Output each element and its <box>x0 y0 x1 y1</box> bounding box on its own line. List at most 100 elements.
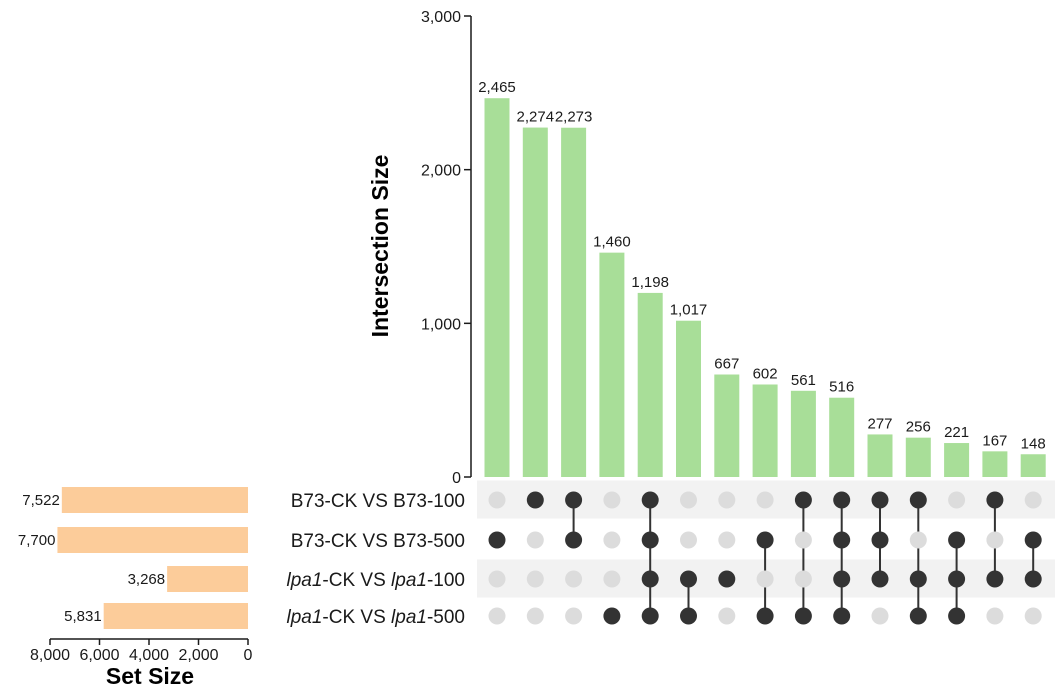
matrix-dot-active <box>526 491 544 509</box>
matrix-dot-active <box>488 531 506 549</box>
intersection-bar <box>1020 454 1046 477</box>
set-size-bar <box>61 487 248 513</box>
intersection-bar <box>484 98 510 477</box>
matrix-dot-inactive <box>680 491 697 509</box>
set-size-value-label: 7,522 <box>22 492 60 509</box>
matrix-dot-active <box>1024 570 1042 588</box>
matrix-dot-active <box>948 607 966 625</box>
intersection-axis-tick-label: 0 <box>452 470 461 487</box>
matrix-dot-inactive <box>718 531 736 549</box>
matrix-dot-inactive <box>1024 491 1042 509</box>
matrix-dot-active <box>565 531 583 549</box>
matrix-dot-inactive <box>603 491 621 509</box>
intersection-axis-title: Intersection Size <box>367 155 393 338</box>
intersection-value-label: 561 <box>791 372 816 389</box>
matrix-dot-active <box>833 491 851 509</box>
matrix-dot-active <box>833 570 851 588</box>
intersection-bar <box>790 390 816 477</box>
matrix-dot-active <box>871 531 889 549</box>
matrix-dot-active <box>680 570 697 588</box>
intersection-value-label: 2,274 <box>517 109 555 126</box>
intersection-axis-tick-label: 2,000 <box>421 163 461 180</box>
intersection-bar <box>905 437 931 477</box>
matrix-dot-active <box>794 491 812 509</box>
intersection-axis: Intersection Size 0 1,000 2,000 3,000 <box>367 9 472 487</box>
matrix-dot-inactive <box>794 570 812 588</box>
set-size-axis-tick-label: 8,000 <box>30 647 70 664</box>
set-size-axis-tick-label: 2,000 <box>178 647 218 664</box>
matrix-dot-inactive <box>565 570 583 588</box>
matrix-dot-inactive <box>526 607 544 625</box>
intersection-value-label: 167 <box>982 432 1007 449</box>
set-label: B73-CK VS B73-100 <box>291 491 465 512</box>
matrix-dot-inactive <box>909 531 927 549</box>
matrix-dot-active <box>680 607 697 625</box>
matrix-dot-active <box>986 570 1004 588</box>
matrix-dot-active <box>756 531 774 549</box>
matrix-dot-active <box>756 607 774 625</box>
matrix-dot-active <box>565 491 583 509</box>
intersection-bar <box>982 451 1008 477</box>
matrix-dot-inactive <box>526 570 544 588</box>
intersection-value-label: 1,017 <box>670 302 708 319</box>
set-size-axis: Set Size 8,000 6,000 4,000 2,000 0 <box>30 638 253 689</box>
intersection-bar <box>944 443 970 477</box>
matrix-dot-inactive <box>488 491 506 509</box>
matrix-dot-active <box>718 570 736 588</box>
intersection-bar <box>752 384 778 477</box>
intersection-value-label: 2,273 <box>555 109 593 126</box>
set-labels: B73-CK VS B73-100 B73-CK VS B73-500 lpa1-C… <box>287 491 466 628</box>
matrix-dot-inactive <box>565 607 583 625</box>
intersection-value-label: 148 <box>1021 435 1046 452</box>
set-size-axis-tick-label: 6,000 <box>79 647 119 664</box>
matrix-dot-inactive <box>948 491 966 509</box>
set-size-value-label: 7,700 <box>18 532 56 549</box>
matrix-dot-inactive <box>986 607 1004 625</box>
matrix-dot-active <box>909 491 927 509</box>
set-size-bar <box>57 527 248 553</box>
matrix-dot-inactive <box>488 607 506 625</box>
matrix-dot-active <box>603 607 621 625</box>
intersection-bar <box>599 252 625 477</box>
matrix-dot-inactive <box>603 531 621 549</box>
matrix-dot-inactive <box>986 531 1004 549</box>
intersection-value-label: 277 <box>867 415 892 432</box>
matrix-dot-active <box>1024 531 1042 549</box>
matrix-dot-inactive <box>488 570 506 588</box>
intersection-bar <box>522 127 548 477</box>
matrix-dot-inactive <box>718 607 736 625</box>
matrix-dot-inactive <box>794 531 812 549</box>
set-size-value-label: 3,268 <box>128 571 166 588</box>
matrix-dot-active <box>833 607 851 625</box>
matrix-dot-active <box>641 491 659 509</box>
set-size-bar <box>103 603 249 629</box>
intersection-value-label: 221 <box>944 424 969 441</box>
matrix-dot-inactive <box>526 531 544 549</box>
set-label: lpa1-CK VS lpa1-100 <box>287 570 466 591</box>
intersection-value-label: 667 <box>714 356 739 373</box>
intersection-value-label: 1,198 <box>631 274 669 291</box>
intersection-bar <box>867 434 893 477</box>
intersection-value-label: 256 <box>906 419 931 436</box>
matrix-dot-inactive <box>756 491 774 509</box>
matrix-dot-active <box>909 607 927 625</box>
matrix-dot-inactive <box>680 531 697 549</box>
set-size-axis-tick-label: 4,000 <box>129 647 169 664</box>
set-size-axis-title: Set Size <box>106 663 194 689</box>
matrix-dot-active <box>641 531 659 549</box>
intersection-bar <box>714 374 740 477</box>
matrix-dot-inactive <box>871 607 889 625</box>
set-size-axis-tick-label: 0 <box>244 647 253 664</box>
intersection-value-label: 602 <box>753 365 778 382</box>
set-label: B73-CK VS B73-500 <box>291 531 465 552</box>
matrix-dot-active <box>948 531 966 549</box>
intersection-bar <box>637 292 663 477</box>
matrix-dot-active <box>833 531 851 549</box>
matrix-dot-inactive <box>1024 607 1042 625</box>
matrix-dot-active <box>909 570 927 588</box>
set-label: lpa1-CK VS lpa1-500 <box>287 607 466 628</box>
matrix-dot-active <box>986 491 1004 509</box>
intersection-value-label: 1,460 <box>593 234 631 251</box>
matrix-dot-inactive <box>603 570 621 588</box>
